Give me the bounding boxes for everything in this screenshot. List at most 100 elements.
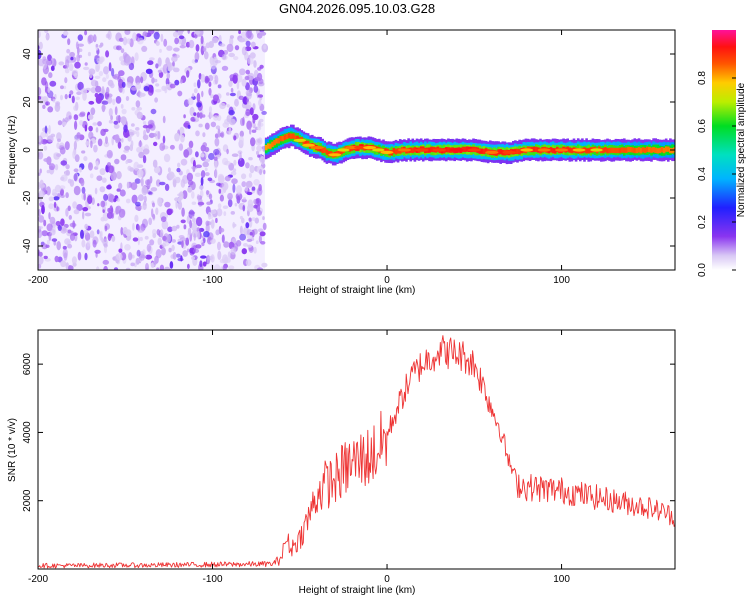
noise-speck bbox=[242, 243, 248, 247]
noise-speck bbox=[47, 106, 54, 113]
noise-speck bbox=[73, 209, 80, 215]
noise-speck bbox=[257, 187, 263, 196]
noise-speck bbox=[210, 121, 217, 128]
noise-speck bbox=[202, 161, 209, 168]
noise-speck bbox=[43, 255, 48, 260]
noise-speck bbox=[220, 131, 225, 138]
noise-speck bbox=[108, 152, 113, 157]
noise-speck bbox=[191, 222, 197, 231]
noise-speck bbox=[157, 130, 161, 140]
noise-speck bbox=[195, 151, 199, 158]
track-core bbox=[413, 146, 417, 153]
noise-speck bbox=[120, 154, 127, 161]
noise-speck bbox=[119, 56, 124, 62]
noise-speck bbox=[181, 239, 184, 249]
noise-speck bbox=[217, 250, 222, 260]
figure-title: GN04.2026.095.10.03.G28 bbox=[279, 1, 435, 16]
noise-speck bbox=[214, 60, 221, 64]
noise-region bbox=[38, 30, 269, 270]
noise-speck bbox=[118, 70, 125, 77]
noise-speck bbox=[64, 117, 69, 123]
noise-speck bbox=[143, 85, 150, 92]
noise-speck bbox=[98, 71, 104, 77]
track-core bbox=[656, 148, 660, 154]
noise-speck bbox=[176, 167, 181, 173]
noise-speck bbox=[131, 107, 136, 111]
noise-speck bbox=[96, 94, 101, 99]
noise-speck bbox=[224, 160, 231, 166]
noise-speck bbox=[236, 80, 240, 90]
noise-speck bbox=[155, 41, 160, 46]
x-tick-label: 100 bbox=[553, 574, 570, 585]
noise-speck bbox=[161, 220, 169, 230]
noise-speck bbox=[157, 197, 162, 206]
noise-speck bbox=[43, 158, 50, 162]
track-core bbox=[392, 148, 396, 154]
noise-speck bbox=[62, 31, 69, 36]
noise-speck bbox=[159, 264, 165, 270]
noise-speck bbox=[135, 75, 141, 85]
noise-speck bbox=[258, 235, 262, 244]
noise-speck bbox=[197, 201, 205, 206]
x-tick-label: 100 bbox=[553, 275, 570, 286]
noise-speck bbox=[241, 78, 247, 87]
noise-speck bbox=[206, 201, 212, 206]
track-core bbox=[321, 147, 324, 154]
noise-speck bbox=[200, 255, 207, 259]
noise-speck bbox=[103, 265, 108, 270]
noise-speck bbox=[231, 178, 238, 185]
noise-speck bbox=[114, 134, 120, 144]
noise-speck bbox=[232, 183, 236, 193]
noise-speck bbox=[110, 171, 117, 181]
noise-speck bbox=[68, 265, 74, 270]
noise-speck bbox=[100, 200, 106, 208]
noise-speck bbox=[160, 33, 164, 43]
noise-speck bbox=[136, 33, 142, 38]
track-core bbox=[302, 139, 306, 145]
noise-speck bbox=[96, 266, 100, 270]
noise-speck bbox=[232, 238, 237, 243]
noise-speck bbox=[139, 236, 143, 242]
noise-speck bbox=[154, 78, 158, 83]
noise-speck bbox=[245, 89, 252, 96]
noise-speck bbox=[136, 130, 140, 138]
noise-speck bbox=[215, 217, 218, 224]
track-core bbox=[294, 135, 297, 141]
noise-speck bbox=[60, 85, 64, 90]
track-peak bbox=[363, 146, 376, 150]
track-core bbox=[566, 146, 569, 152]
noise-speck bbox=[119, 189, 126, 197]
track-core bbox=[664, 146, 668, 152]
track-core bbox=[518, 149, 521, 155]
track-core bbox=[650, 147, 653, 153]
noise-speck bbox=[73, 140, 77, 150]
noise-speck bbox=[243, 197, 246, 201]
noise-speck bbox=[107, 165, 114, 174]
noise-speck bbox=[70, 56, 74, 61]
noise-speck bbox=[245, 259, 252, 266]
track-core bbox=[306, 140, 310, 147]
noise-speck bbox=[182, 250, 188, 257]
noise-speck bbox=[167, 167, 171, 173]
noise-speck bbox=[163, 38, 168, 47]
noise-speck bbox=[187, 227, 192, 236]
noise-speck bbox=[245, 69, 250, 75]
noise-speck bbox=[93, 34, 97, 43]
noise-speck bbox=[131, 194, 138, 204]
noise-speck bbox=[107, 233, 112, 242]
noise-speck bbox=[124, 244, 131, 251]
noise-speck bbox=[196, 194, 200, 201]
noise-speck bbox=[65, 164, 70, 170]
noise-speck bbox=[130, 140, 134, 148]
noise-speck bbox=[245, 222, 250, 229]
noise-speck bbox=[137, 236, 140, 246]
noise-speck bbox=[99, 186, 106, 193]
noise-speck bbox=[39, 179, 44, 189]
noise-speck bbox=[223, 211, 227, 217]
noise-speck bbox=[193, 112, 197, 116]
track-peak bbox=[449, 148, 464, 152]
noise-speck bbox=[141, 185, 148, 196]
noise-speck bbox=[164, 86, 168, 94]
noise-speck bbox=[57, 225, 62, 231]
noise-speck bbox=[102, 77, 107, 83]
